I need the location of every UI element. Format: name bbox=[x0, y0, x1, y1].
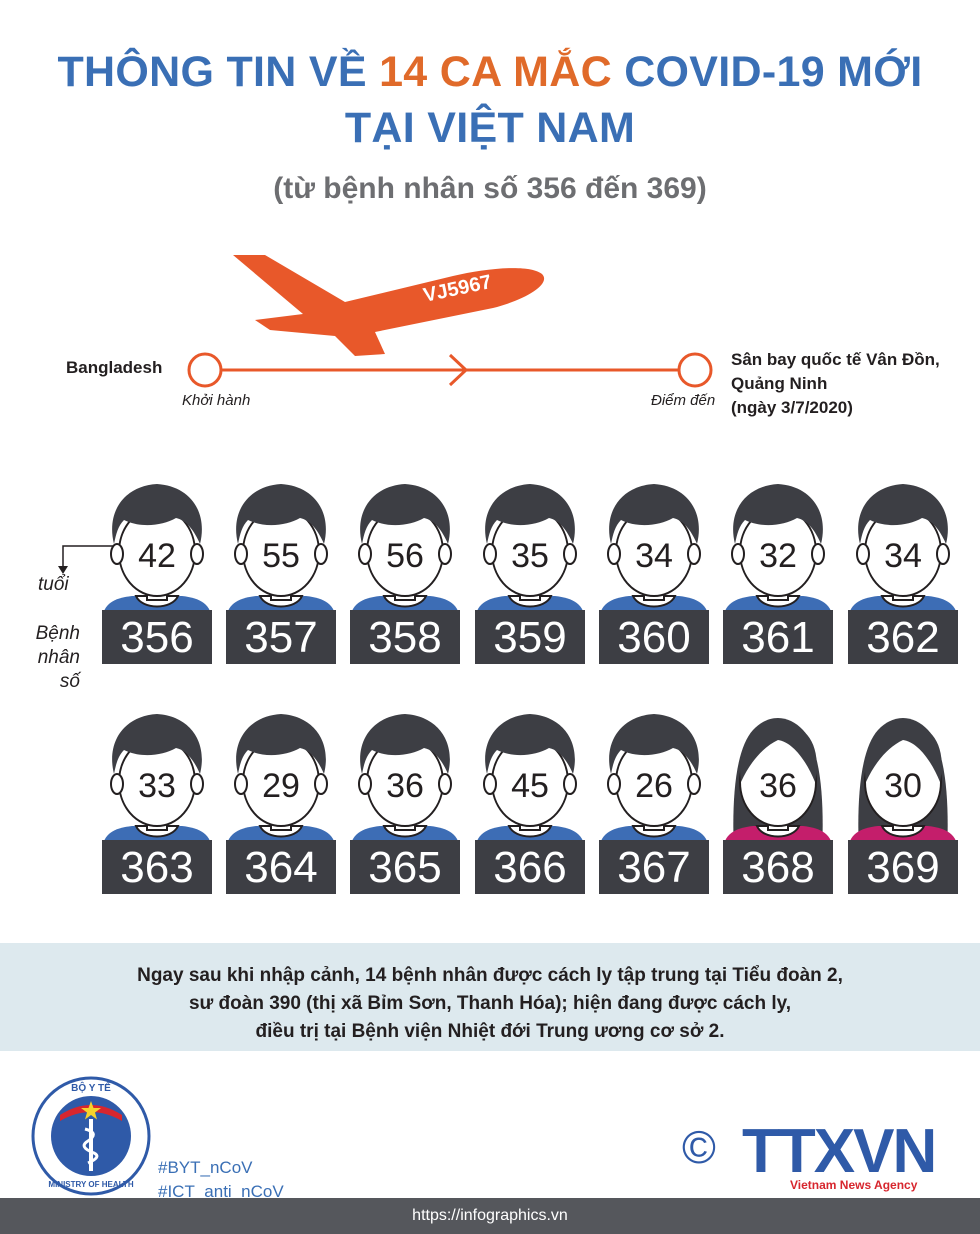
patient-id: 356 bbox=[120, 613, 194, 662]
patient-id-box: 362 bbox=[848, 610, 958, 664]
patient-age: 42 bbox=[138, 537, 176, 575]
patient-id: 361 bbox=[741, 613, 815, 662]
patient-age: 56 bbox=[386, 537, 424, 575]
patient-id: 359 bbox=[493, 613, 567, 662]
ministry-of-health-logo-icon: BỘ Y TẾ MINISTRY OF HEALTH bbox=[31, 1076, 151, 1196]
note-line-2: sư đoàn 390 (thị xã Bỉm Sơn, Thanh Hóa);… bbox=[188, 993, 792, 1014]
destination-label: Sân bay quốc tế Vân Đồn, Quảng Ninh (ngà… bbox=[731, 348, 940, 420]
patient-id: 369 bbox=[866, 843, 940, 892]
title-line-2: TẠI VIỆT NAM bbox=[344, 104, 636, 152]
ministry-bottom-text: MINISTRY OF HEALTH bbox=[48, 1180, 133, 1189]
hashtag-ict: #ICT_anti_nCoV bbox=[158, 1182, 284, 1201]
origin-note: Khởi hành bbox=[182, 392, 251, 409]
patient-id: 368 bbox=[741, 843, 815, 892]
patient-card: 29 364 bbox=[226, 712, 336, 912]
copyright-icon: © bbox=[682, 1121, 716, 1173]
patient-age: 36 bbox=[386, 767, 424, 805]
note-line-3: điều trị tại Bệnh viện Nhiệt đới Trung ư… bbox=[255, 1021, 725, 1042]
patient-id-box: 369 bbox=[848, 840, 958, 894]
patient-card: 42 356 bbox=[102, 482, 212, 682]
destination-line-1: Sân bay quốc tế Vân Đồn, bbox=[731, 350, 940, 369]
patient-card: 36 365 bbox=[350, 712, 460, 912]
patient-id-box: 367 bbox=[599, 840, 709, 894]
note-line-1: Ngay sau khi nhập cảnh, 14 bệnh nhân đượ… bbox=[137, 965, 843, 986]
patient-card: 30 369 bbox=[848, 712, 958, 912]
patient-id-box: 368 bbox=[723, 840, 833, 894]
patient-id-box: 363 bbox=[102, 840, 212, 894]
patient-id: 362 bbox=[866, 613, 940, 662]
patient-id-box: 359 bbox=[475, 610, 585, 664]
patient-age: 45 bbox=[511, 767, 549, 805]
patient-age: 35 bbox=[511, 537, 549, 575]
patient-card: 56 358 bbox=[350, 482, 460, 682]
patient-id-box: 366 bbox=[475, 840, 585, 894]
ministry-top-text: BỘ Y TẾ bbox=[71, 1081, 111, 1094]
patient-id-box: 364 bbox=[226, 840, 336, 894]
patient-card: 45 366 bbox=[475, 712, 585, 912]
ttxvn-logo-text: TTXVN bbox=[742, 1117, 937, 1186]
subtitle: (từ bệnh nhân số 356 đến 369) bbox=[273, 172, 707, 205]
destination-line-2: Quảng Ninh bbox=[731, 374, 828, 393]
title-line-1: THÔNG TIN VỀ 14 CA MẮC COVID-19 MỚI bbox=[0, 48, 980, 97]
patient-id: 366 bbox=[493, 843, 567, 892]
patient-id: 367 bbox=[617, 843, 691, 892]
patient-card: 34 360 bbox=[599, 482, 709, 682]
title-highlight: 14 CA MẮC bbox=[379, 48, 612, 96]
patient-card: 26 367 bbox=[599, 712, 709, 912]
patient-age: 33 bbox=[138, 767, 176, 805]
patient-age: 36 bbox=[759, 767, 797, 805]
hashtag-byt: #BYT_nCoV bbox=[158, 1158, 253, 1177]
patient-id-box: 365 bbox=[350, 840, 460, 894]
destination-line-3: (ngày 3/7/2020) bbox=[731, 398, 853, 417]
patient-label-line-1: Bệnh bbox=[35, 623, 80, 644]
patient-id-box: 358 bbox=[350, 610, 460, 664]
patient-id: 360 bbox=[617, 613, 691, 662]
patient-card: 55 357 bbox=[226, 482, 336, 682]
patient-number-label: Bệnh nhân số bbox=[25, 622, 80, 694]
footer-url[interactable]: https://infographics.vn bbox=[412, 1207, 568, 1224]
patient-card: 36 368 bbox=[723, 712, 833, 912]
footer-bar: https://infographics.vn bbox=[0, 1198, 980, 1234]
patient-age: 26 bbox=[635, 767, 673, 805]
destination-circle-icon bbox=[677, 352, 713, 388]
patient-id-box: 360 bbox=[599, 610, 709, 664]
patient-id: 358 bbox=[368, 613, 442, 662]
patient-label-line-3: số bbox=[59, 671, 80, 692]
patient-label-line-2: nhân bbox=[37, 647, 80, 668]
age-label: tuổi bbox=[38, 574, 69, 595]
patient-card: 35 359 bbox=[475, 482, 585, 682]
title-post: COVID-19 MỚI bbox=[611, 48, 923, 96]
patient-card: 32 361 bbox=[723, 482, 833, 682]
patient-id: 357 bbox=[244, 613, 318, 662]
patient-age: 30 bbox=[884, 767, 922, 805]
route-arrow-icon bbox=[448, 353, 469, 387]
title-pre: THÔNG TIN VỀ bbox=[57, 48, 380, 96]
ttxvn-subtitle: Vietnam News Agency bbox=[790, 1178, 918, 1192]
note-panel: Ngay sau khi nhập cảnh, 14 bệnh nhân đượ… bbox=[0, 943, 980, 1051]
patient-id-box: 356 bbox=[102, 610, 212, 664]
patient-id: 363 bbox=[120, 843, 194, 892]
patient-card: 33 363 bbox=[102, 712, 212, 912]
age-pointer-icon bbox=[58, 545, 121, 574]
route-line bbox=[187, 352, 713, 388]
destination-note: Điểm đến bbox=[651, 392, 716, 409]
patient-age: 34 bbox=[884, 537, 922, 575]
origin-circle-icon bbox=[187, 352, 223, 388]
origin-label: Bangladesh bbox=[66, 358, 163, 377]
patient-card: 34 362 bbox=[848, 482, 958, 682]
patient-id-box: 361 bbox=[723, 610, 833, 664]
patient-age: 32 bbox=[759, 537, 797, 575]
patient-age: 34 bbox=[635, 537, 673, 575]
patient-id: 364 bbox=[244, 843, 318, 892]
airplane-icon: VJ5967 bbox=[233, 255, 545, 356]
patient-id-box: 357 bbox=[226, 610, 336, 664]
patient-age: 55 bbox=[262, 537, 300, 575]
patient-id: 365 bbox=[368, 843, 442, 892]
patient-age: 29 bbox=[262, 767, 300, 805]
